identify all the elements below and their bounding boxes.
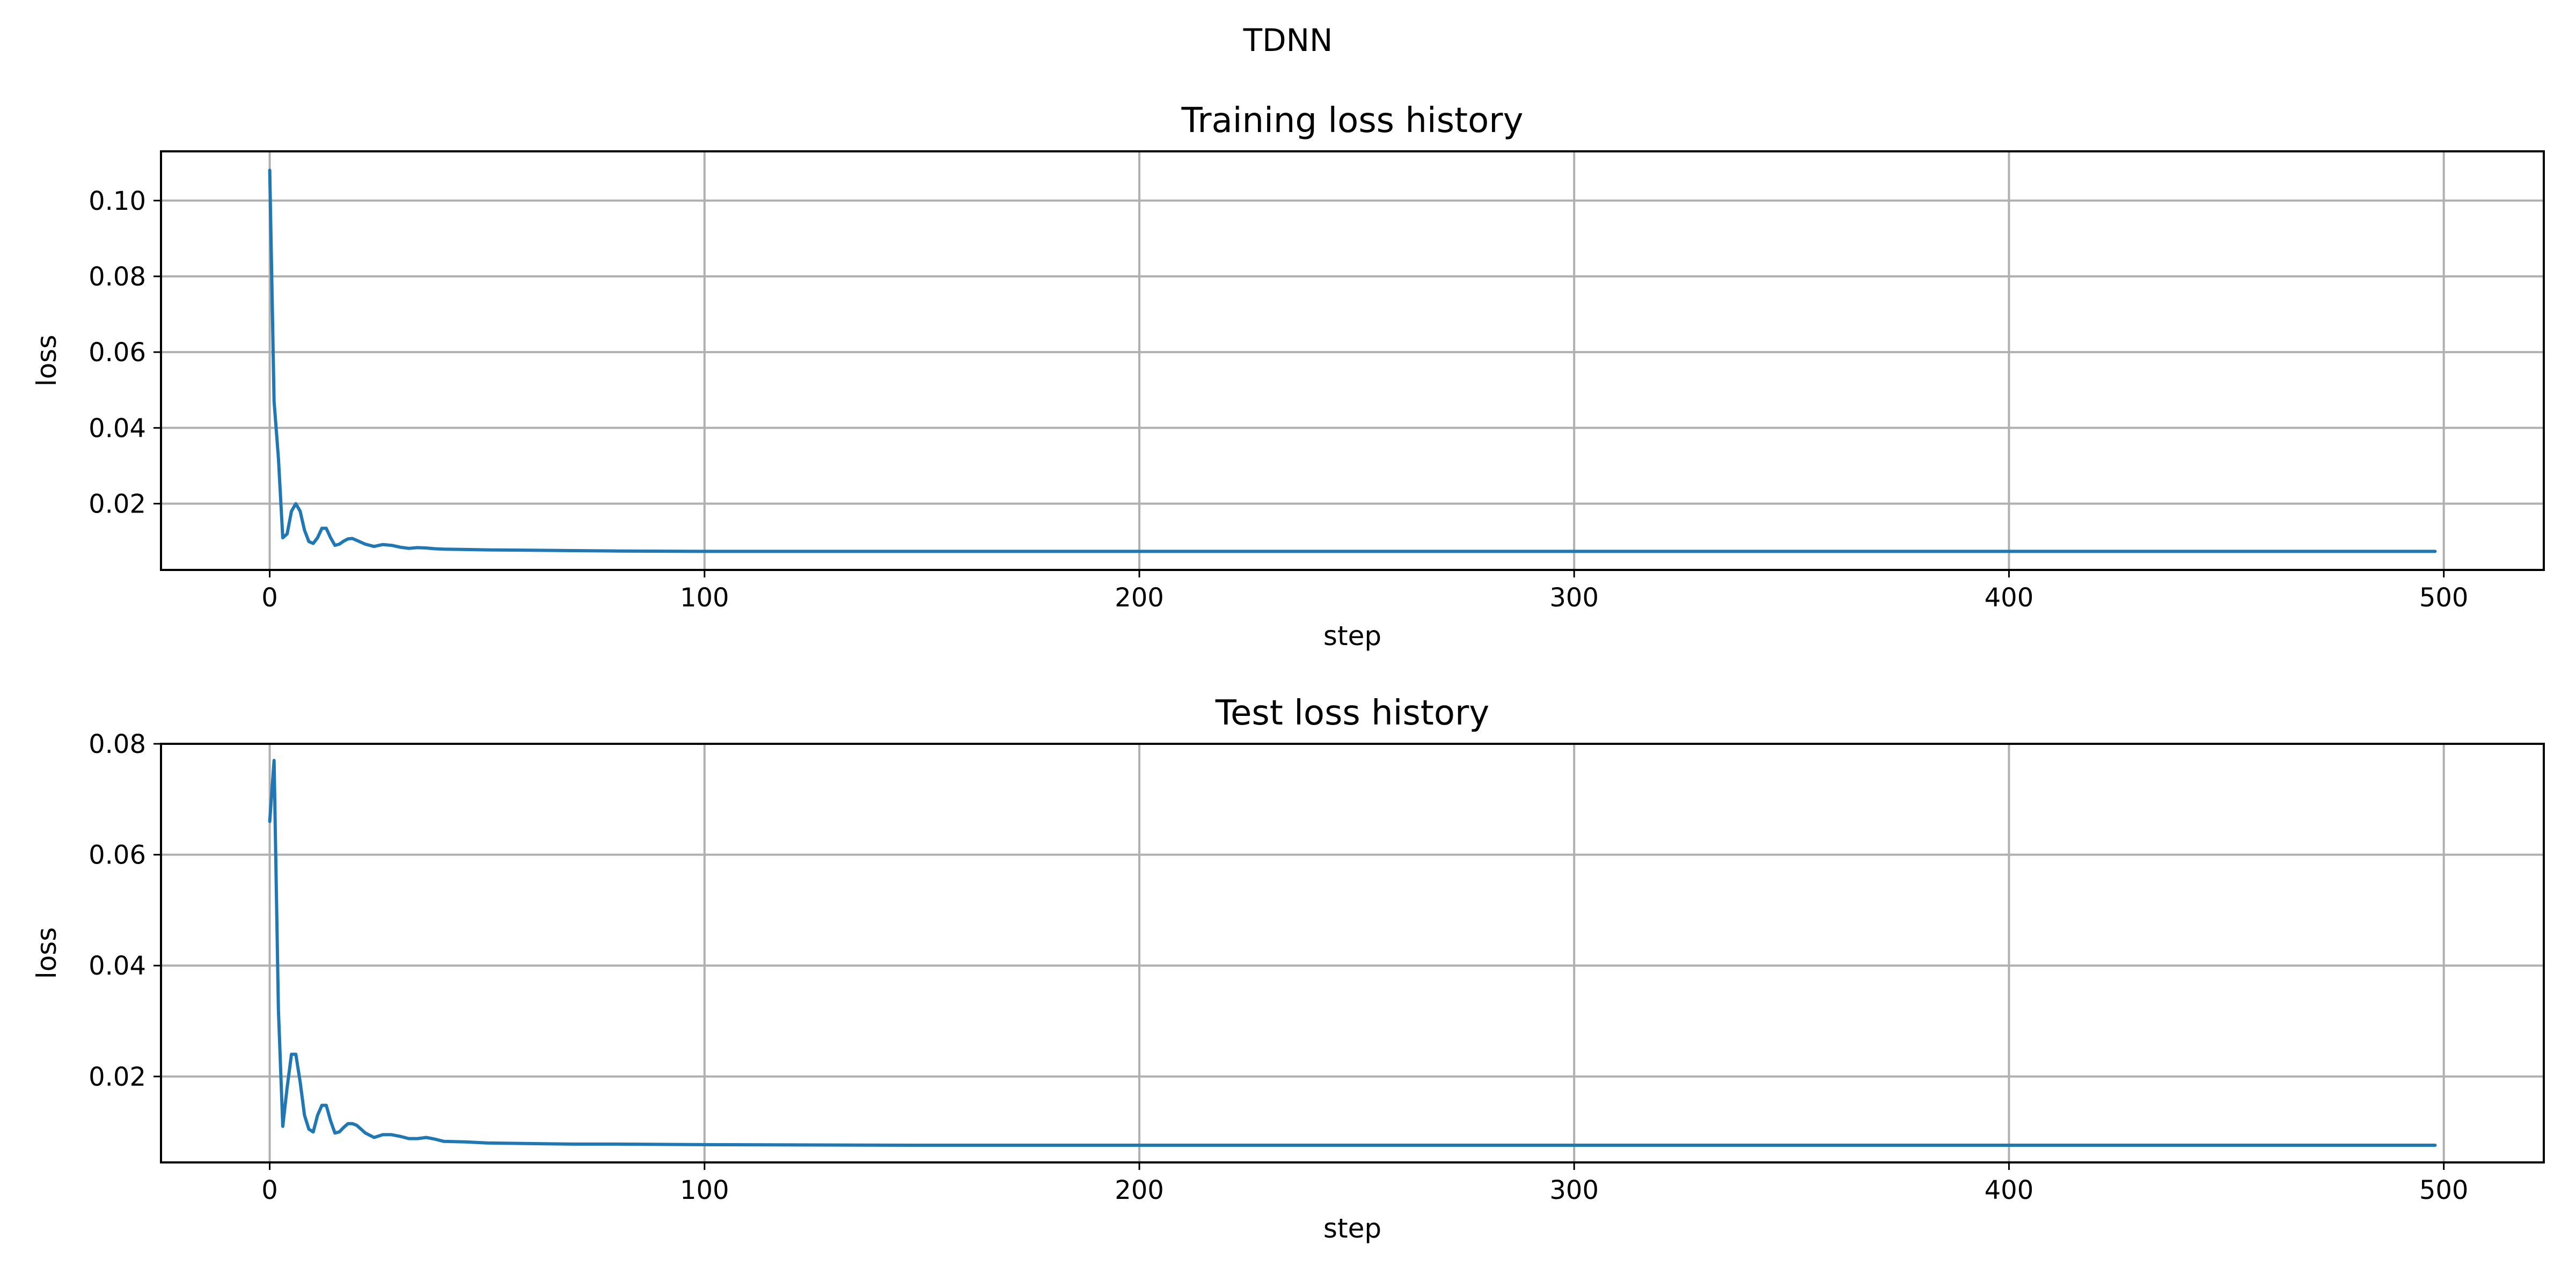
training-y-axis-label: loss	[31, 335, 62, 387]
training-chart-title: Training loss history	[1181, 101, 1524, 141]
training-y-tick-label-1: 0.04	[89, 413, 146, 443]
test-y-tick-label-0: 0.02	[89, 1062, 146, 1092]
training-x-tick-label-1: 100	[680, 583, 729, 613]
test-loss-series-line	[268, 759, 2437, 1147]
training-x-axis-label: step	[1323, 620, 1381, 652]
training-x-tick-label-3: 300	[1549, 583, 1599, 613]
training-x-tick-label-5: 500	[2419, 583, 2469, 613]
test-y-axis-label: loss	[31, 927, 62, 979]
training-loss-series-line	[268, 169, 2437, 553]
training-y-tick-label-4: 0.10	[89, 186, 146, 216]
test-y-tick-label-1: 0.04	[89, 951, 146, 981]
training-y-tick-label-0: 0.02	[89, 489, 146, 519]
test-chart-title: Test loss history	[1215, 693, 1489, 733]
test-x-tick-label-0: 0	[261, 1175, 278, 1205]
training-x-tick-label-2: 200	[1115, 583, 1164, 613]
test-axes-frame	[160, 743, 2545, 1163]
test-x-axis-label: step	[1323, 1213, 1381, 1244]
test-x-tick-label-1: 100	[680, 1175, 729, 1205]
training-x-tick-label-0: 0	[261, 583, 278, 613]
test-x-tick-label-2: 200	[1115, 1175, 1164, 1205]
training-y-tick-label-3: 0.08	[89, 262, 146, 292]
training-axes-frame	[160, 150, 2545, 571]
test-x-tick-label-5: 500	[2419, 1175, 2469, 1205]
training-y-tick-label-2: 0.06	[89, 338, 146, 368]
test-x-tick-label-4: 400	[1985, 1175, 2034, 1205]
test-x-tick-label-3: 300	[1549, 1175, 1599, 1205]
test-y-tick-label-2: 0.06	[89, 840, 146, 870]
test-loss-chart: 0 100 200 300 400 500 0.02 0.04 0.06 0.08 Test los…	[31, 693, 2545, 1244]
training-x-tick-label-4: 400	[1985, 583, 2034, 613]
figure-suptitle: TDNN	[1243, 22, 1333, 58]
training-loss-chart: 0 100 200 300 400 500 0.02 0.04 0.06 0.08 0.10 Trai…	[31, 101, 2545, 652]
test-y-tick-label-3: 0.08	[89, 729, 146, 759]
